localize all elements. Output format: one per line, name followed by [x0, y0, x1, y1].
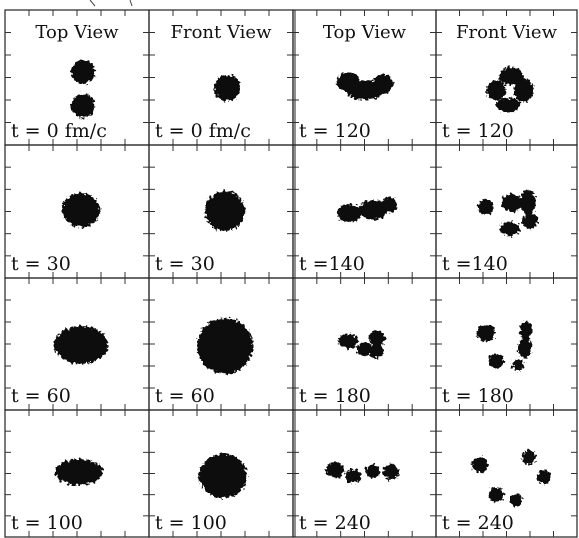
panel: t = 120 Front View [436, 10, 577, 145]
panel: t = 60 [149, 278, 293, 410]
blob-group [326, 462, 399, 483]
fragment [512, 359, 524, 371]
fragment [477, 324, 495, 342]
fragment [71, 60, 95, 84]
fragment [326, 462, 344, 478]
figure: t = 0 fm/cTop Viewt = 0 fm/cFront Viewt … [0, 0, 579, 538]
fragment [197, 318, 253, 374]
fragment [55, 459, 103, 485]
time-label: t = 60 [11, 385, 71, 407]
column-header: Top View [323, 22, 407, 43]
fragment [496, 98, 520, 112]
panel: t = 180 [293, 278, 436, 410]
fragment [214, 75, 240, 101]
fragment [486, 80, 506, 100]
blob-group [477, 321, 532, 371]
blob-group [71, 60, 95, 118]
fragment [71, 94, 95, 118]
fragment [522, 213, 538, 229]
time-label: t = 180 [442, 385, 514, 407]
time-label: t = 30 [155, 253, 215, 275]
panel: t = 0 fm/c Top View [5, 10, 149, 145]
blob-group [205, 191, 245, 231]
panel: t = 30 [5, 145, 149, 278]
blob-group [478, 190, 538, 236]
panel: t =140 [293, 145, 436, 278]
fragment [518, 338, 532, 358]
panel: t = 240 [293, 410, 436, 537]
fragment [514, 78, 534, 102]
fragment [510, 494, 522, 506]
fragment [383, 464, 399, 480]
column-header: Front View [456, 22, 558, 43]
fragment [520, 321, 532, 339]
panel: t = 180 [436, 278, 577, 410]
panel: t = 100 [5, 410, 149, 537]
blob-group [62, 193, 100, 227]
fragment [472, 457, 488, 473]
time-label: t =140 [442, 253, 508, 275]
cropped-caption [90, 0, 132, 6]
panel: t = 30 [149, 145, 293, 278]
time-label: t = 0 fm/c [11, 120, 107, 142]
blob-group [197, 318, 253, 374]
column-header: Front View [171, 22, 273, 43]
fragment [373, 74, 393, 94]
fragment [500, 222, 520, 236]
panel: t = 120 Top View [293, 10, 436, 145]
fragment [502, 194, 522, 212]
time-label: t = 120 [442, 120, 514, 142]
fragment [345, 469, 361, 483]
fragment [381, 197, 397, 213]
blob-group [486, 67, 534, 112]
blob-group [55, 459, 103, 485]
time-label: t = 240 [442, 512, 514, 534]
fragment [62, 193, 100, 227]
blob-group [336, 73, 393, 100]
time-label: t = 120 [299, 120, 371, 142]
fragment [488, 354, 504, 368]
blob-group [54, 326, 108, 364]
fragment [205, 191, 245, 231]
fragment [522, 450, 536, 464]
time-label: t =140 [299, 253, 365, 275]
panel: t = 0 fm/c Front View [149, 10, 293, 145]
fragment [520, 190, 536, 214]
fragment [199, 454, 247, 498]
fragment [369, 330, 385, 346]
blob-group [338, 330, 385, 358]
time-label: t = 100 [155, 512, 227, 534]
panel: t = 240 [436, 410, 577, 537]
fragment [337, 204, 361, 222]
time-label: t = 240 [299, 512, 371, 534]
time-label: t = 30 [11, 253, 71, 275]
fragment [478, 199, 494, 215]
time-label: t = 180 [299, 385, 371, 407]
column-header: Top View [35, 22, 119, 43]
time-label: t = 60 [155, 385, 215, 407]
fragment [537, 470, 551, 484]
fragment [488, 488, 504, 502]
time-label: t = 0 fm/c [155, 120, 251, 142]
blob-group [337, 197, 397, 222]
time-label: t = 100 [11, 512, 83, 534]
panel: t = 100 [149, 410, 293, 537]
blob-group [472, 450, 551, 506]
blob-group [214, 75, 240, 101]
fragment [366, 464, 380, 478]
blob-group [199, 454, 247, 498]
fragment [369, 344, 383, 358]
fragment [338, 334, 358, 348]
panel: t = 60 [5, 278, 149, 410]
fragment [54, 326, 108, 364]
panel: t =140 [436, 145, 577, 278]
